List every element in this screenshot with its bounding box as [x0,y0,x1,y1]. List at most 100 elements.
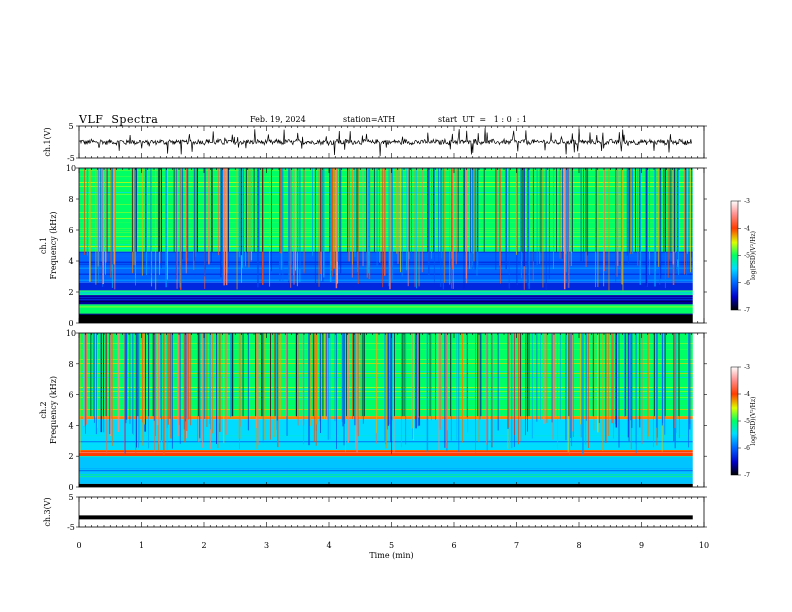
ch1-spectrogram-streak [691,168,693,258]
ch1-spectrogram-streak [101,168,103,262]
ch2-spectrogram-streak [309,333,311,426]
time-tick-label: 1 [139,541,144,550]
ch2-spectrogram-sferic [148,333,150,417]
ch1-spectrogram-streak [396,168,398,254]
ch2-spectrogram-sferic [401,333,403,417]
ch1-spectrogram-streak [465,168,467,279]
ch2-spectrogram-streak [624,333,625,417]
ch1-spectrogram-streak [449,168,451,285]
ch1-spectrogram-texture-row [79,273,694,275]
ch1-spectrogram-panel: 0 2 4 6 8 10 ch.1 Frequency (kHz) [39,164,707,328]
ch2-spectrogram-streak [390,333,391,443]
ch2-spectrogram-texture-row [79,470,694,472]
ch3-waveform-ytick-label: 5 [68,493,73,502]
time-tick-label: 2 [201,541,206,550]
ch2-spectrogram-texture-row [79,450,694,452]
ch2-spectrogram-streak [219,333,221,424]
ch2-spectrogram-streak [344,333,346,424]
ch2-spectrogram-streak [197,333,198,442]
ch1-spectrogram-sferic [571,168,573,252]
ch3-waveform-ylabel: ch.3(V) [43,497,52,526]
ch1-spectrogram-streak [622,168,624,291]
ch2-spectrogram-streak [641,333,643,445]
ch2-spectrogram-streak [144,333,145,425]
ch1-spectrogram-texture-row [79,277,694,279]
ch2-spectrogram-ytick-label: 4 [68,421,73,430]
ch1-spectrogram-streak [204,168,206,277]
ch1-spectrogram-streak [280,168,282,254]
ch2-spectrogram-texture-row [79,454,694,456]
ch1-spectrogram-streak [110,168,112,278]
ch1-spectrogram-streak [242,168,244,268]
ch2-spectrogram-streak [551,333,553,423]
ch2-spectrogram-streak [209,333,211,424]
ch1-spectrogram-texture-row [79,313,694,315]
ch2-spectrogram-sferic [105,333,107,417]
ch2-spectrogram-streak [190,333,192,426]
ch1-spectrogram-streak [616,168,618,277]
ch2-spectrogram-streak [285,333,287,417]
ch1-spectrogram-sferic [663,168,665,252]
ch1-spectrogram-sferic [540,168,542,252]
ch1-spectrogram-streak [406,168,408,271]
ch1-spectrogram-streak [451,168,453,259]
ch2-spectrogram-streak [520,333,522,442]
ch2-spectrogram-streak [588,333,589,448]
ch2-spectrogram-streak [639,333,641,428]
ch1-spectrogram-streak [335,168,338,289]
ch2-spectrogram-streak [206,333,208,427]
ch2-spectrogram-streak [415,333,417,429]
ch1-spectrogram-streak [290,168,292,288]
ch2-spectrogram-streak [438,333,440,451]
ch2-spectrogram-streak [559,333,561,420]
ch2-spectrogram-streak [375,333,377,434]
ch1-waveform-ylabel: ch.1(V) [43,127,52,156]
ch2-spectrogram-band [79,456,694,484]
ch1-spectrogram-streak [193,168,195,270]
time-axis: 0 1 2 3 4 5 6 7 8 9 10 Time (min) [76,541,709,560]
ch2-spectrogram-streak [674,333,676,429]
ch1-spectrogram-texture-row [79,301,694,303]
ch1-spectrogram-streak [245,168,246,267]
ch1-spectrogram-streak [631,168,634,254]
ch2-spectrogram-streak [387,333,388,430]
ch1-spectrogram-texture-row [79,244,694,245]
ch1-spectrogram-streak [563,168,566,290]
ch2-spectrogram-streak [161,333,163,441]
ch1-spectrogram-texture-row [79,297,694,299]
ch1-spectrogram-sferic [585,168,587,252]
ch1-spectrogram-streak [114,168,116,252]
ch2-spectrogram-streak [256,333,258,450]
ch2-spectrogram-streak [79,333,81,453]
ch1-spectrogram-texture-row [79,228,694,229]
ch2-spectrogram-streak [94,333,96,418]
ch1-spectrogram-streak [528,168,530,289]
ch1-spectrogram-sferic [159,168,160,252]
ch1-spectrogram-texture-row [79,204,694,205]
ch2-spectrogram-sferic [346,333,347,417]
ch2-spectrogram-sferic [322,333,324,417]
ch1-spectrogram-streak [438,168,440,262]
ch1-spectrogram-streak [672,168,675,265]
ch2-spectrogram-streak [360,333,362,417]
ch2-spectrogram-streak [607,333,609,437]
ch2-spectrogram-streak [334,333,336,422]
ch1-spectrogram-streak [440,168,442,287]
ch2-spectrogram-sferic [625,333,627,417]
ch1-spectrogram-streak [87,168,89,256]
ch1-spectrogram-streak [151,168,153,287]
ch1-spectrogram-streak [686,168,688,277]
ch1-spectrogram-streak [639,168,642,285]
ch2-spectrogram-streak [389,333,391,425]
ch1-spectrogram-streak [565,168,568,272]
ch1-spectrogram-streak [669,168,671,260]
ch2-spectrogram-streak [276,333,278,430]
ch2-spectrogram-streak [160,333,161,419]
ch1-spectrogram-streak [410,168,412,259]
ch2-spectrogram-colorbar-tick-label: -3 [744,364,750,371]
ch1-spectrogram-texture-row [79,170,694,171]
ch2-spectrogram-sferic [429,333,431,417]
ch2-spectrogram-sferic [103,333,104,417]
ch2-spectrogram-streak [238,333,241,439]
ch1-spectrogram-streak [318,168,320,287]
